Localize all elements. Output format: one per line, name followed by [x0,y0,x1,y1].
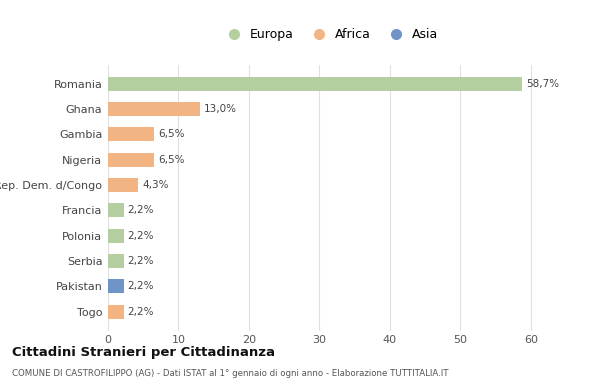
Legend: Europa, Africa, Asia: Europa, Africa, Asia [217,23,443,46]
Text: 2,2%: 2,2% [128,256,154,266]
Text: 2,2%: 2,2% [128,307,154,317]
Bar [108,153,154,166]
Bar [108,102,200,116]
Text: 6,5%: 6,5% [158,155,185,165]
Text: Cittadini Stranieri per Cittadinanza: Cittadini Stranieri per Cittadinanza [12,346,275,359]
Text: 2,2%: 2,2% [128,205,154,215]
Text: 6,5%: 6,5% [158,129,185,139]
Bar [108,305,124,318]
Text: 58,7%: 58,7% [526,79,559,89]
Bar [108,77,521,90]
Text: 2,2%: 2,2% [128,281,154,291]
Bar [108,203,124,217]
Text: 2,2%: 2,2% [128,231,154,241]
Bar [108,229,124,242]
Bar [108,279,124,293]
Bar [108,254,124,268]
Bar [108,178,139,192]
Text: COMUNE DI CASTROFILIPPO (AG) - Dati ISTAT al 1° gennaio di ogni anno - Elaborazi: COMUNE DI CASTROFILIPPO (AG) - Dati ISTA… [12,369,449,378]
Text: 13,0%: 13,0% [204,104,237,114]
Bar [108,127,154,141]
Text: 4,3%: 4,3% [143,180,169,190]
